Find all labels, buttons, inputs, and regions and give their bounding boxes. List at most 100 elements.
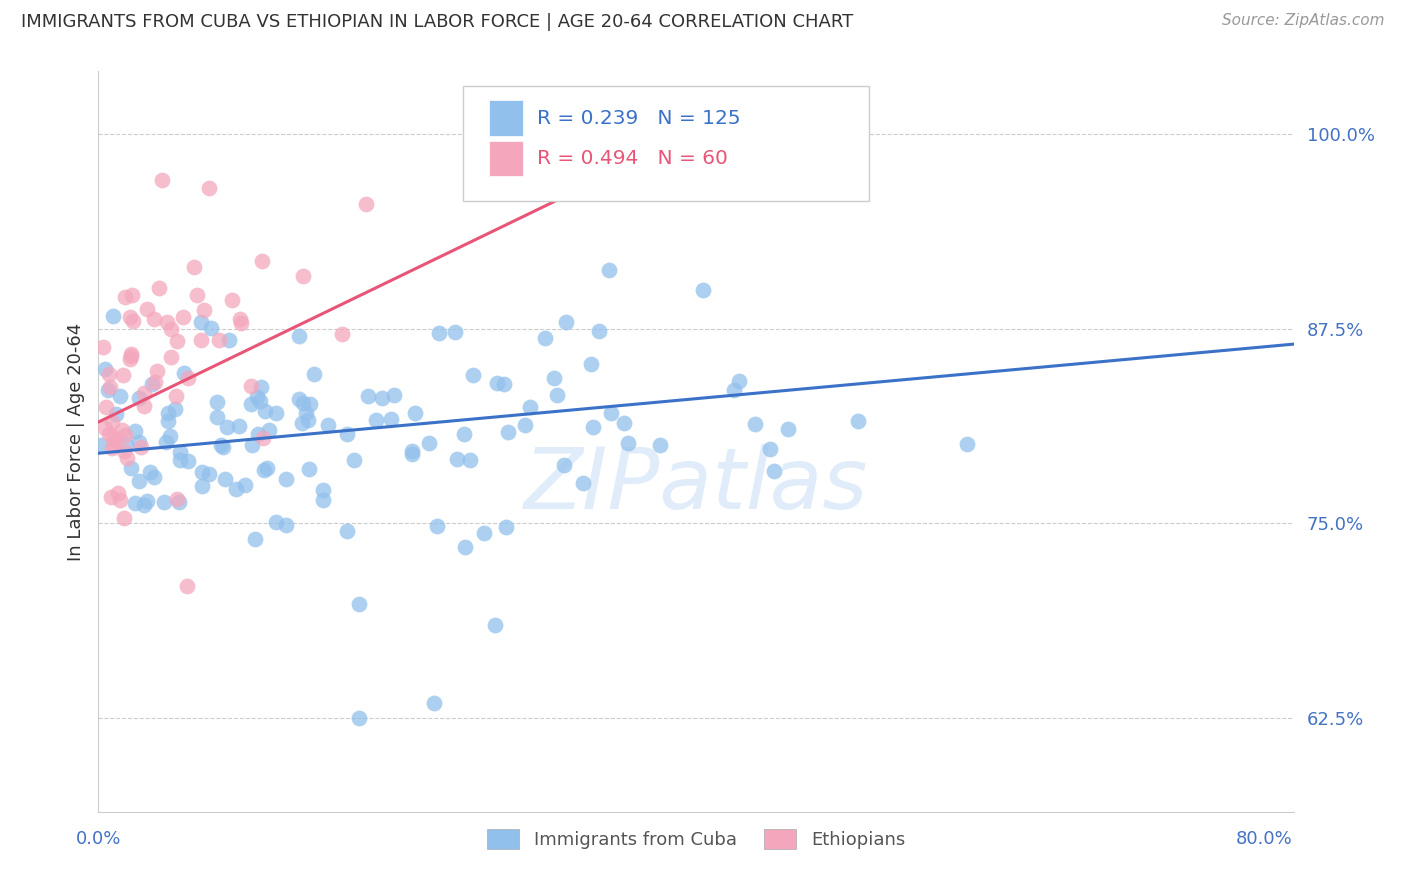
FancyBboxPatch shape	[489, 100, 523, 136]
Point	[193, 302, 215, 317]
Text: R = 0.494   N = 60: R = 0.494 N = 60	[537, 149, 728, 169]
Point	[177, 454, 200, 468]
Text: Source: ZipAtlas.com: Source: ZipAtlas.com	[1222, 13, 1385, 29]
Point	[132, 386, 155, 401]
Point	[250, 254, 273, 268]
Point	[692, 283, 714, 297]
Point	[228, 419, 250, 434]
Point	[120, 347, 142, 361]
Point	[257, 423, 280, 437]
Point	[177, 371, 200, 385]
Point	[256, 461, 278, 475]
Point	[173, 366, 195, 380]
Point	[138, 465, 160, 479]
Point	[418, 435, 440, 450]
Point	[100, 490, 122, 504]
Point	[247, 426, 270, 441]
Point	[132, 498, 155, 512]
Point	[108, 492, 131, 507]
Point	[298, 461, 321, 475]
Point	[183, 260, 205, 274]
Point	[150, 173, 173, 187]
Point	[166, 334, 188, 348]
Point	[128, 435, 150, 450]
Point	[156, 406, 179, 420]
Point	[458, 453, 481, 467]
Point	[266, 515, 288, 529]
FancyBboxPatch shape	[489, 141, 523, 177]
Text: IMMIGRANTS FROM CUBA VS ETHIOPIAN IN LABOR FORCE | AGE 20-64 CORRELATION CHART: IMMIGRANTS FROM CUBA VS ETHIOPIAN IN LAB…	[21, 13, 853, 31]
Point	[191, 465, 214, 479]
Point	[553, 458, 575, 473]
Point	[155, 434, 177, 449]
Point	[422, 696, 444, 710]
Point	[103, 437, 125, 451]
Text: ZIPatlas: ZIPatlas	[524, 444, 868, 527]
Point	[294, 406, 316, 420]
Point	[121, 288, 143, 302]
Point	[426, 519, 449, 533]
Point	[143, 469, 166, 483]
Point	[209, 438, 232, 452]
Point	[159, 351, 181, 365]
Point	[762, 464, 785, 478]
Point	[533, 330, 555, 344]
Point	[128, 392, 150, 406]
Point	[159, 321, 181, 335]
Point	[728, 374, 751, 388]
Point	[336, 524, 359, 538]
Point	[254, 404, 277, 418]
Point	[90, 438, 112, 452]
Point	[169, 445, 191, 459]
Point	[274, 517, 297, 532]
Point	[129, 440, 152, 454]
Point	[336, 426, 359, 441]
Point	[486, 376, 509, 390]
Point	[582, 420, 605, 434]
Point	[120, 461, 142, 475]
Point	[114, 428, 136, 442]
Point	[91, 340, 114, 354]
Point	[599, 406, 621, 420]
Point	[304, 367, 326, 381]
Point	[120, 352, 142, 367]
Point	[111, 423, 134, 437]
Point	[214, 471, 236, 485]
Point	[276, 472, 298, 486]
Point	[546, 387, 568, 401]
Point	[218, 333, 240, 347]
Point	[588, 324, 610, 338]
Point	[461, 368, 484, 382]
Point	[364, 413, 387, 427]
Text: 0.0%: 0.0%	[76, 830, 121, 848]
Point	[107, 485, 129, 500]
Point	[208, 333, 231, 347]
Text: R = 0.239   N = 125: R = 0.239 N = 125	[537, 109, 741, 128]
Point	[94, 362, 117, 376]
Text: 80.0%: 80.0%	[1236, 830, 1292, 848]
Point	[148, 281, 170, 295]
Point	[105, 408, 128, 422]
Point	[347, 597, 370, 611]
Point	[371, 391, 394, 405]
Point	[330, 327, 353, 342]
Point	[298, 397, 321, 411]
Y-axis label: In Labor Force | Age 20-64: In Labor Force | Age 20-64	[66, 322, 84, 561]
Point	[347, 711, 370, 725]
Point	[132, 399, 155, 413]
FancyBboxPatch shape	[463, 87, 869, 201]
Point	[291, 417, 314, 431]
Point	[114, 290, 136, 304]
Point	[108, 389, 131, 403]
Point	[97, 384, 120, 398]
Point	[357, 389, 380, 403]
Point	[169, 495, 191, 509]
Point	[744, 417, 766, 432]
Point	[240, 438, 263, 452]
Point	[249, 380, 271, 394]
Point	[124, 496, 146, 510]
Point	[169, 453, 191, 467]
Point	[758, 442, 780, 456]
Point	[472, 525, 495, 540]
Point	[264, 406, 287, 420]
